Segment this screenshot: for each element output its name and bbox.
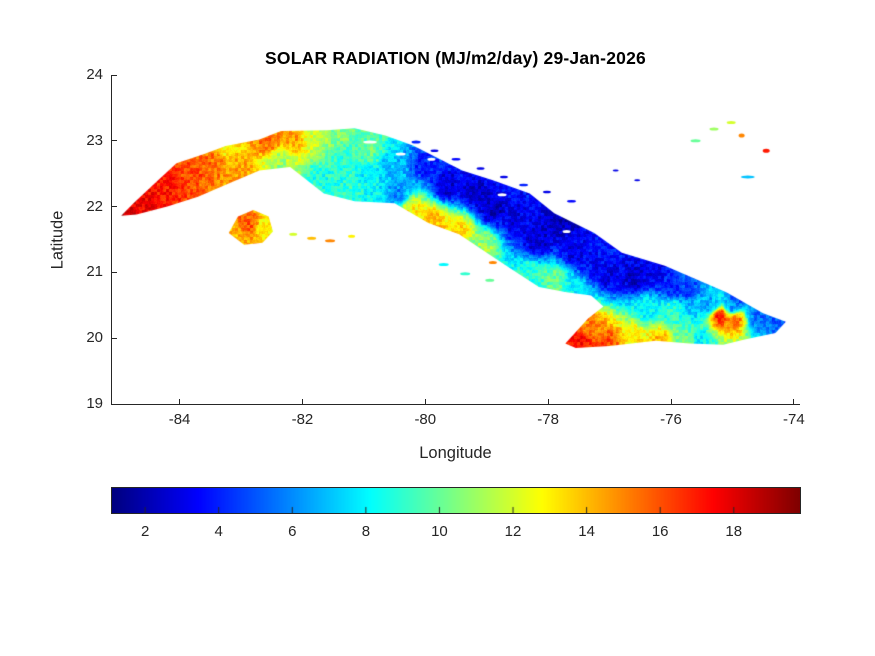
y-tick-label: 20	[86, 329, 103, 347]
y-tick-label: 23	[86, 131, 103, 149]
x-tick-label: -82	[291, 411, 314, 428]
colorbar-tick-label: 16	[651, 523, 669, 540]
solar-radiation-heatmap	[112, 75, 800, 404]
y-tick-label: 19	[86, 395, 103, 412]
y-tick-mark	[112, 74, 117, 76]
y-tick-mark	[112, 271, 117, 273]
colorbar-tick-label: 8	[361, 523, 371, 540]
x-tick-mark	[424, 399, 426, 404]
x-axis-label: Longitude	[419, 444, 492, 462]
colorbar-tick-label: 14	[578, 523, 595, 540]
plot-area	[111, 74, 800, 405]
colorbar	[111, 487, 801, 514]
y-tick-mark	[112, 403, 117, 405]
x-tick-mark	[793, 399, 795, 404]
y-tick-label: 24	[86, 66, 103, 83]
y-tick-label: 21	[86, 263, 103, 281]
colorbar-tick-label: 12	[504, 523, 522, 540]
x-tick-mark	[301, 399, 303, 404]
x-tick-label: -80	[414, 411, 437, 428]
y-tick-label: 22	[86, 197, 103, 215]
x-tick-label: -74	[783, 411, 805, 428]
x-tick-label: -76	[660, 411, 682, 428]
colorbar-tick-label: 2	[140, 523, 150, 540]
y-tick-mark	[112, 140, 117, 142]
colorbar-tick-label: 6	[288, 523, 297, 540]
chart-title: SOLAR RADIATION (MJ/m2/day) 29-Jan-2026	[265, 48, 646, 68]
x-tick-label: -84	[168, 411, 191, 428]
colorbar-gradient	[112, 488, 800, 513]
colorbar-tick-label: 4	[214, 523, 223, 540]
x-tick-mark	[670, 399, 672, 404]
x-tick-mark	[547, 399, 549, 404]
y-axis-label: Latitude	[48, 210, 67, 270]
x-tick-mark	[179, 399, 181, 404]
y-tick-mark	[112, 206, 117, 208]
x-tick-label: -78	[537, 411, 559, 428]
colorbar-tick-label: 10	[431, 523, 448, 540]
colorbar-tick-label: 18	[725, 523, 743, 540]
y-tick-mark	[112, 337, 117, 339]
